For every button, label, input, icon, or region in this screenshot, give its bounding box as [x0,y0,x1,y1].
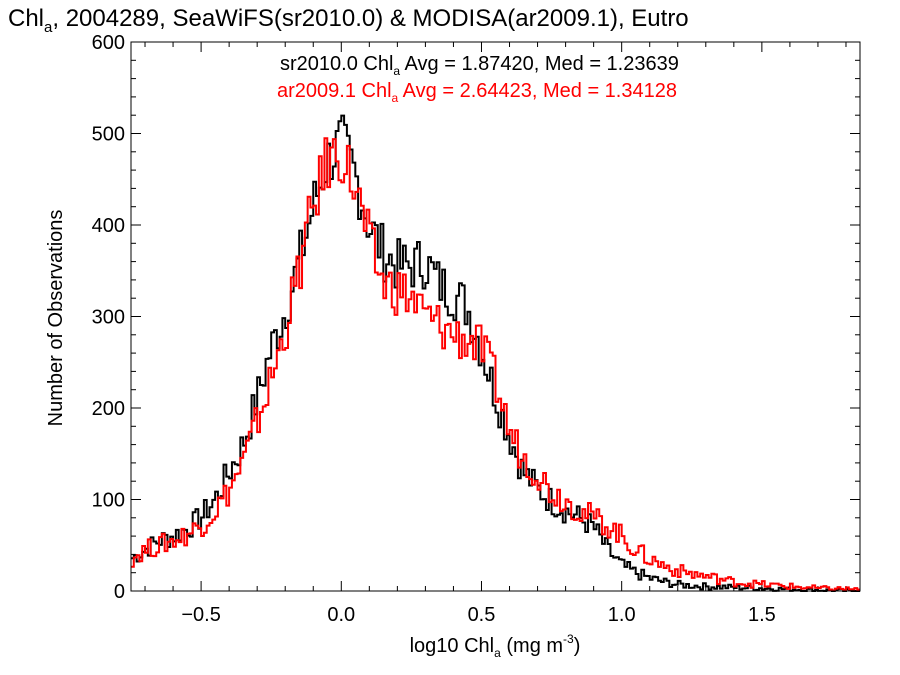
x-tick-label: 1.0 [608,604,636,626]
chart-title: Chla, 2004289, SeaWiFS(sr2010.0) & MODIS… [8,5,689,36]
plot-frame [130,41,861,592]
x-tick-label: −0.5 [181,604,220,626]
legend-entry-ar2009: ar2009.1 Chla Avg = 2.64423, Med = 1.341… [277,80,677,105]
y-axis-label: Number of Observations [45,210,67,427]
series-line-sr2010-0 [131,114,860,592]
x-tick-label: 0.0 [327,604,355,626]
series-layer [131,114,860,592]
y-tick-label: 100 [92,490,125,512]
legend-entry-sr2010: sr2010.0 Chla Avg = 1.87420, Med = 1.236… [280,53,679,78]
y-tick-label: 600 [92,32,125,54]
y-tick-label: 300 [92,307,125,329]
x-tick-label: 1.5 [748,604,776,626]
x-axis-label: log10 Chla (mg m-3) [410,632,581,660]
y-tick-label: 0 [114,581,125,603]
y-tick-label: 200 [92,398,125,420]
y-tick-label: 500 [92,124,125,146]
y-tick-label: 400 [92,215,125,237]
x-tick-label: 0.5 [468,604,496,626]
series-line-ar2009-1 [131,137,860,592]
